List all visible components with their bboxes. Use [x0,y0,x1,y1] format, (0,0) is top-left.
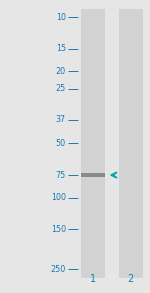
Text: 20: 20 [56,67,66,76]
Text: 100: 100 [51,193,66,202]
Text: 25: 25 [56,84,66,93]
Bar [118,9,142,278]
Text: 37: 37 [56,115,66,124]
Text: 1: 1 [90,274,96,284]
Text: 2: 2 [127,274,134,284]
Text: 15: 15 [56,44,66,53]
Bar [81,173,105,177]
Text: 50: 50 [56,139,66,148]
Text: 250: 250 [51,265,66,274]
Text: 150: 150 [51,225,66,234]
Text: 10: 10 [56,13,66,22]
Text: 75: 75 [56,171,66,180]
Bar [81,9,105,278]
